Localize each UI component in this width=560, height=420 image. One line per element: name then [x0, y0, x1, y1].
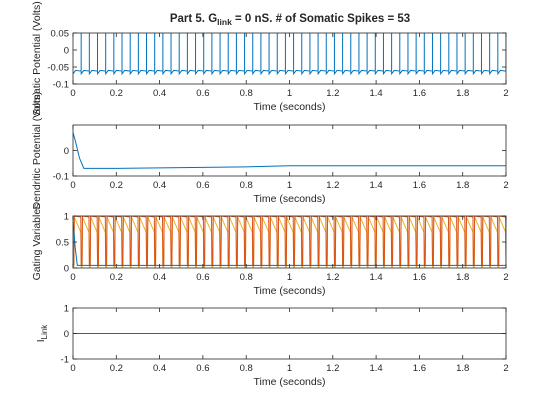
x-tick-label: 1.4	[369, 180, 382, 191]
y-axis-label: Gating Variables	[31, 204, 43, 281]
x-tick-label: 0.8	[240, 363, 253, 374]
x-tick-label: 1.2	[326, 363, 339, 374]
x-tick-label: 1.4	[369, 88, 382, 99]
x-tick-label: 0.4	[153, 180, 166, 191]
y-axis-label: Dendritic Potential (Volts)	[31, 92, 43, 210]
x-tick-label: 1.6	[413, 88, 426, 99]
x-tick-label: 1	[287, 180, 292, 191]
x-tick-label: 1	[287, 88, 292, 99]
panel-1: 0 0.2 0.4 0.6 0.8 1 1.2 1.4 1.6 1.8 2 0.05 0 -0.05 -0.…	[31, 1, 509, 115]
x-tick-label: 0	[70, 88, 75, 99]
x-axis-label: Time (seconds)	[254, 285, 326, 297]
x-tick-label: 0.8	[240, 180, 253, 191]
series-group	[73, 132, 506, 169]
series-gating-yellow	[73, 216, 506, 268]
x-tick-label: 2	[503, 363, 508, 374]
y-axis-label-sub: Link	[40, 324, 49, 340]
y-tick-label: 1	[64, 304, 69, 315]
y-tick-label: 0.5	[56, 238, 69, 249]
x-tick-label: 0.2	[110, 88, 123, 99]
x-tick-label: 0.8	[240, 88, 253, 99]
y-tick-label: -0.05	[47, 63, 69, 74]
x-tick-label: 0.2	[110, 180, 123, 191]
y-tick-label: 0	[64, 146, 69, 157]
x-tick-label: 0.4	[153, 88, 166, 99]
x-tick-label: 2	[503, 180, 508, 191]
y-tick-label: 1	[64, 212, 69, 223]
series-group	[73, 33, 506, 76]
x-tick-label: 2	[503, 88, 508, 99]
figure-title: Part 5. Glink = 0 nS. # of Somatic Spike…	[170, 13, 410, 27]
series-dendritic-potential	[73, 132, 506, 169]
x-tick-label: 0.6	[196, 88, 209, 99]
x-tick-label: 1	[287, 272, 292, 283]
x-tick-label: 0	[70, 180, 75, 191]
panel-3: 0 0.2 0.4 0.6 0.8 1 1.2 1.4 1.6 1.8 2 1 0.5 0 Time (se…	[31, 204, 509, 297]
x-tick-label: 0.2	[110, 363, 123, 374]
y-axis-label: ILink	[35, 324, 49, 343]
x-tick-label: 1.2	[326, 180, 339, 191]
x-tick-label: 1.8	[456, 363, 469, 374]
y-tick-label: -0.1	[53, 172, 69, 183]
x-tick-label: 0.6	[196, 272, 209, 283]
y-axis-label-main: I	[35, 339, 47, 342]
x-tick-label: 1.4	[369, 272, 382, 283]
x-tick-label: 1.6	[413, 272, 426, 283]
x-axis-label: Time (seconds)	[254, 101, 326, 113]
x-tick-label: 1.2	[326, 272, 339, 283]
y-tick-label: 0	[64, 46, 69, 57]
x-tick-label: 0.6	[196, 363, 209, 374]
x-tick-label: 1.8	[456, 88, 469, 99]
x-tick-label: 0	[70, 363, 75, 374]
x-tick-label: 1.6	[413, 180, 426, 191]
x-tick-label: 1.4	[369, 363, 382, 374]
y-tick-label: 0	[64, 264, 69, 275]
x-tick-label: 1.2	[326, 88, 339, 99]
x-tick-label: 0.6	[196, 180, 209, 191]
y-tick-label: -0.1	[53, 80, 69, 91]
x-tick-label: 0.4	[153, 272, 166, 283]
x-tick-label: 0.2	[110, 272, 123, 283]
y-tick-label: -1	[61, 355, 69, 366]
plot-area	[73, 33, 506, 84]
y-tick-label: 0	[64, 329, 69, 340]
x-tick-label: 0.4	[153, 363, 166, 374]
x-tick-label: 1	[287, 363, 292, 374]
x-axis-label: Time (seconds)	[254, 193, 326, 205]
x-tick-label: 1.8	[456, 272, 469, 283]
y-axis-label: Somatic Potential (Volts)	[31, 1, 43, 115]
x-tick-label: 1.6	[413, 363, 426, 374]
series-group	[73, 216, 506, 268]
series-gating-blue	[73, 221, 506, 266]
x-tick-label: 0.8	[240, 272, 253, 283]
x-tick-label: 2	[503, 272, 508, 283]
series-somatic-potential	[73, 33, 506, 76]
x-axis-label: Time (seconds)	[254, 376, 326, 388]
x-tick-label: 1.8	[456, 180, 469, 191]
y-tick-label: 0.05	[51, 29, 70, 40]
plot-area	[73, 125, 506, 176]
x-tick-label: 0	[70, 272, 75, 283]
